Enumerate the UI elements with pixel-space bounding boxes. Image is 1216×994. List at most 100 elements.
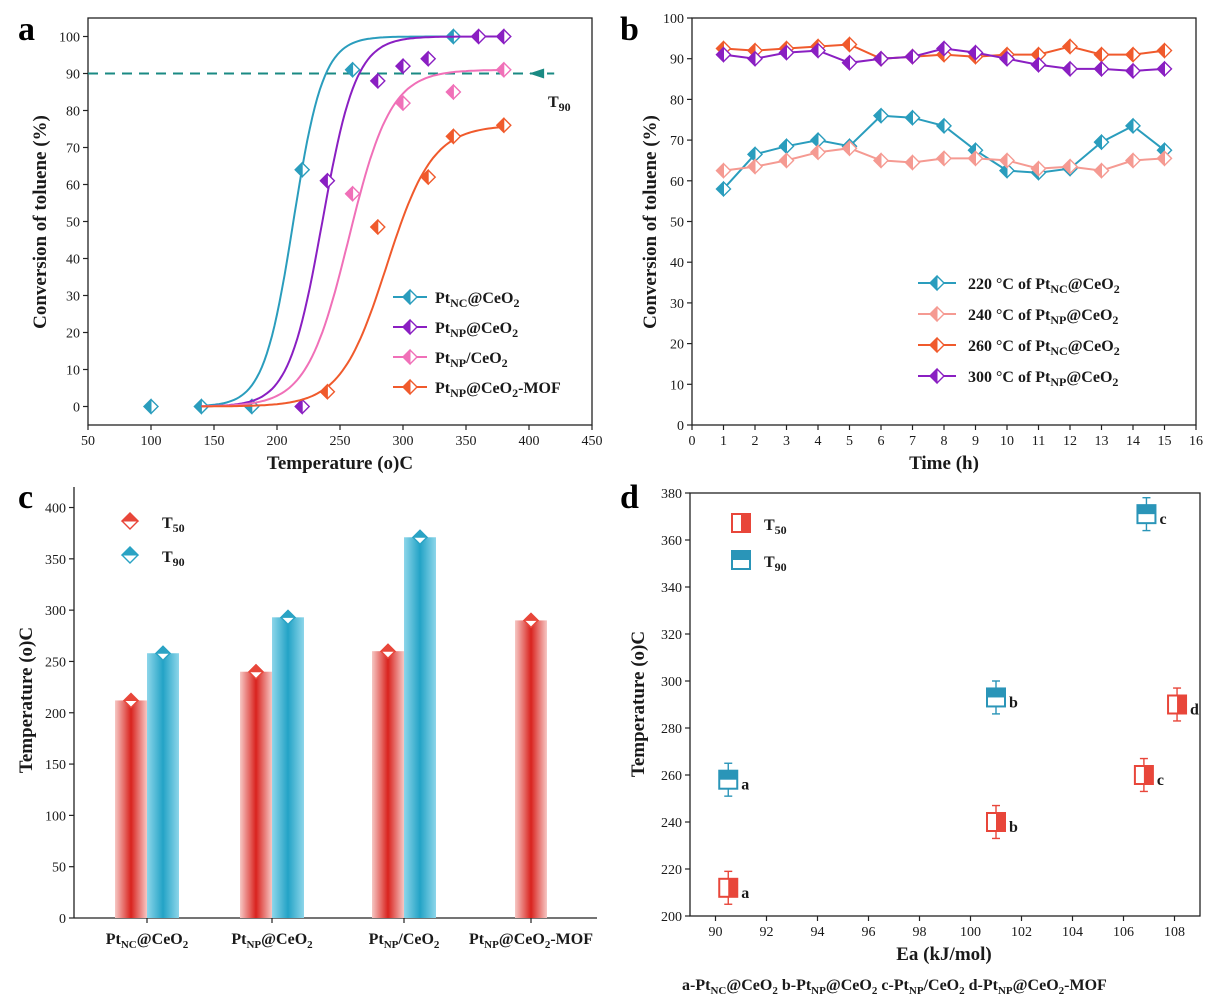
- data-point: [936, 150, 952, 167]
- data-point: [747, 146, 763, 163]
- y-tick-label: 350: [45, 553, 66, 568]
- legend-marker: [402, 378, 418, 396]
- legend-label: PtNP@CeO2​: [435, 320, 518, 340]
- legend-marker: [929, 367, 945, 385]
- bar: [404, 537, 436, 918]
- plot-frame: [691, 17, 1197, 426]
- x-tick-label: 13: [1095, 434, 1109, 449]
- x-tick-label: 14: [1126, 434, 1140, 449]
- legend-marker: [120, 546, 140, 564]
- x-tick-label: 92: [760, 925, 774, 940]
- x-tick-label: 1: [720, 434, 727, 449]
- y-tick-label: 0: [59, 912, 66, 927]
- y-tick-label: 60: [66, 179, 80, 194]
- data-point: [904, 48, 921, 65]
- bar: [240, 671, 272, 918]
- y-tick-label: 80: [670, 93, 684, 108]
- bar: [147, 653, 179, 918]
- data-point: [1093, 133, 1110, 151]
- legend-label: 300 °C of PtNP@CeO2​: [968, 369, 1118, 389]
- panel-a: 50 100 150 200 250 300 350 400 450 0 10 20 30 40 50 60 7…: [18, 11, 603, 474]
- data-point: [747, 50, 763, 67]
- data-point: [1125, 62, 1141, 80]
- bar: [115, 700, 147, 918]
- y-tick-label: 90: [670, 53, 684, 68]
- panel-c: 0 50 100 150 200 250 300 350 400 c Temperature (o)…: [16, 479, 597, 951]
- legend-label: T90​: [162, 549, 185, 569]
- x-tick-label: 450: [582, 434, 603, 449]
- legend-label: 220 °C of PtNC@CeO2​: [968, 276, 1120, 296]
- data-point: [841, 36, 858, 53]
- y-tick-label: 240: [661, 816, 682, 831]
- x-tick-label: 200: [267, 434, 288, 449]
- x-tick-label: 8: [941, 434, 948, 449]
- data-point: [294, 398, 311, 415]
- x-tick-label: 96: [862, 925, 876, 940]
- legend-label: T90​: [764, 554, 787, 574]
- data-point: [715, 162, 732, 179]
- y-tick-label: 90: [66, 68, 80, 83]
- x-tick-label: 11: [1032, 434, 1045, 449]
- box-point: [1136, 497, 1157, 532]
- data-point: [873, 107, 889, 124]
- data-point: [967, 150, 984, 167]
- box-point: [986, 804, 1006, 840]
- data-point: [319, 172, 336, 190]
- data-point: [1062, 60, 1078, 78]
- data-point: [715, 180, 732, 198]
- x-tick-label: 400: [519, 434, 540, 449]
- legend-marker: [402, 288, 418, 306]
- x-tick-label: 100: [141, 434, 162, 449]
- y-tick-label: 360: [661, 534, 682, 549]
- data-point: [936, 40, 952, 57]
- y-tick-label: 150: [45, 758, 66, 773]
- data-point: [999, 152, 1015, 169]
- bar-marker: [154, 645, 172, 662]
- y-tick-label: 30: [670, 297, 684, 312]
- y-tick-label: 70: [670, 134, 684, 149]
- panel-letter: d: [620, 479, 639, 516]
- legend-label: PtNP@CeO2-MOF: [435, 380, 561, 400]
- x-tick-label: 300: [393, 434, 414, 449]
- x-tick-label: 350: [456, 434, 477, 449]
- legend-marker: [402, 348, 418, 366]
- y-axis-label: Temperature (o)C: [628, 631, 649, 777]
- y-tick-label: 380: [661, 487, 682, 502]
- y-tick-label: 0: [73, 401, 80, 416]
- data-point: [143, 398, 159, 415]
- legend-marker-fill: [741, 514, 750, 532]
- data-point: [778, 44, 795, 61]
- y-tick-label: 260: [661, 769, 682, 784]
- y-tick-label: 40: [66, 253, 80, 268]
- data-point: [936, 117, 952, 135]
- data-point: [1125, 152, 1141, 169]
- data-point: [1062, 158, 1078, 175]
- y-tick-label: 20: [670, 338, 684, 353]
- y-tick-label: 250: [45, 655, 66, 670]
- x-tick-label: 3: [783, 434, 790, 449]
- data-point: [445, 83, 462, 101]
- caption: a-PtNC@CeO2 b-PtNP@CeO2 c-PtNP/CeO2 d-Pt…: [682, 977, 1107, 994]
- panel-b: 0 1 2 3 4 5 6 7 8 9 10 11 12 13 14 15 160102030405060708…: [620, 11, 1203, 474]
- data-point: [841, 140, 858, 157]
- x-tick-label: 5: [846, 434, 853, 449]
- x-tick-label: 104: [1062, 925, 1083, 940]
- point-tag: a: [741, 885, 749, 902]
- data-point: [420, 50, 437, 67]
- x-tick-label: 7: [909, 434, 916, 449]
- panel-d: 90 92 94 96 98 100 102 104 106 108 200 220 240 260 280…: [620, 479, 1201, 994]
- data-point: [1030, 56, 1047, 74]
- y-tick-label: 200: [45, 707, 66, 722]
- point-tag: c: [1159, 511, 1166, 528]
- data-point: [778, 137, 795, 155]
- data-point: [369, 218, 386, 236]
- legend-label: PtNP/CeO2​: [435, 350, 508, 370]
- x-axis-label: Ea (kJ/mol): [896, 944, 992, 965]
- y-axis-label: Conversion of toluene (%): [30, 115, 51, 329]
- category-label: PtNP@CeO2​: [231, 931, 313, 951]
- legend-marker: [120, 512, 140, 530]
- y-tick-label: 10: [670, 378, 684, 393]
- data-point: [747, 158, 763, 175]
- legend-label: 260 °C of PtNC@CeO2​: [968, 338, 1120, 358]
